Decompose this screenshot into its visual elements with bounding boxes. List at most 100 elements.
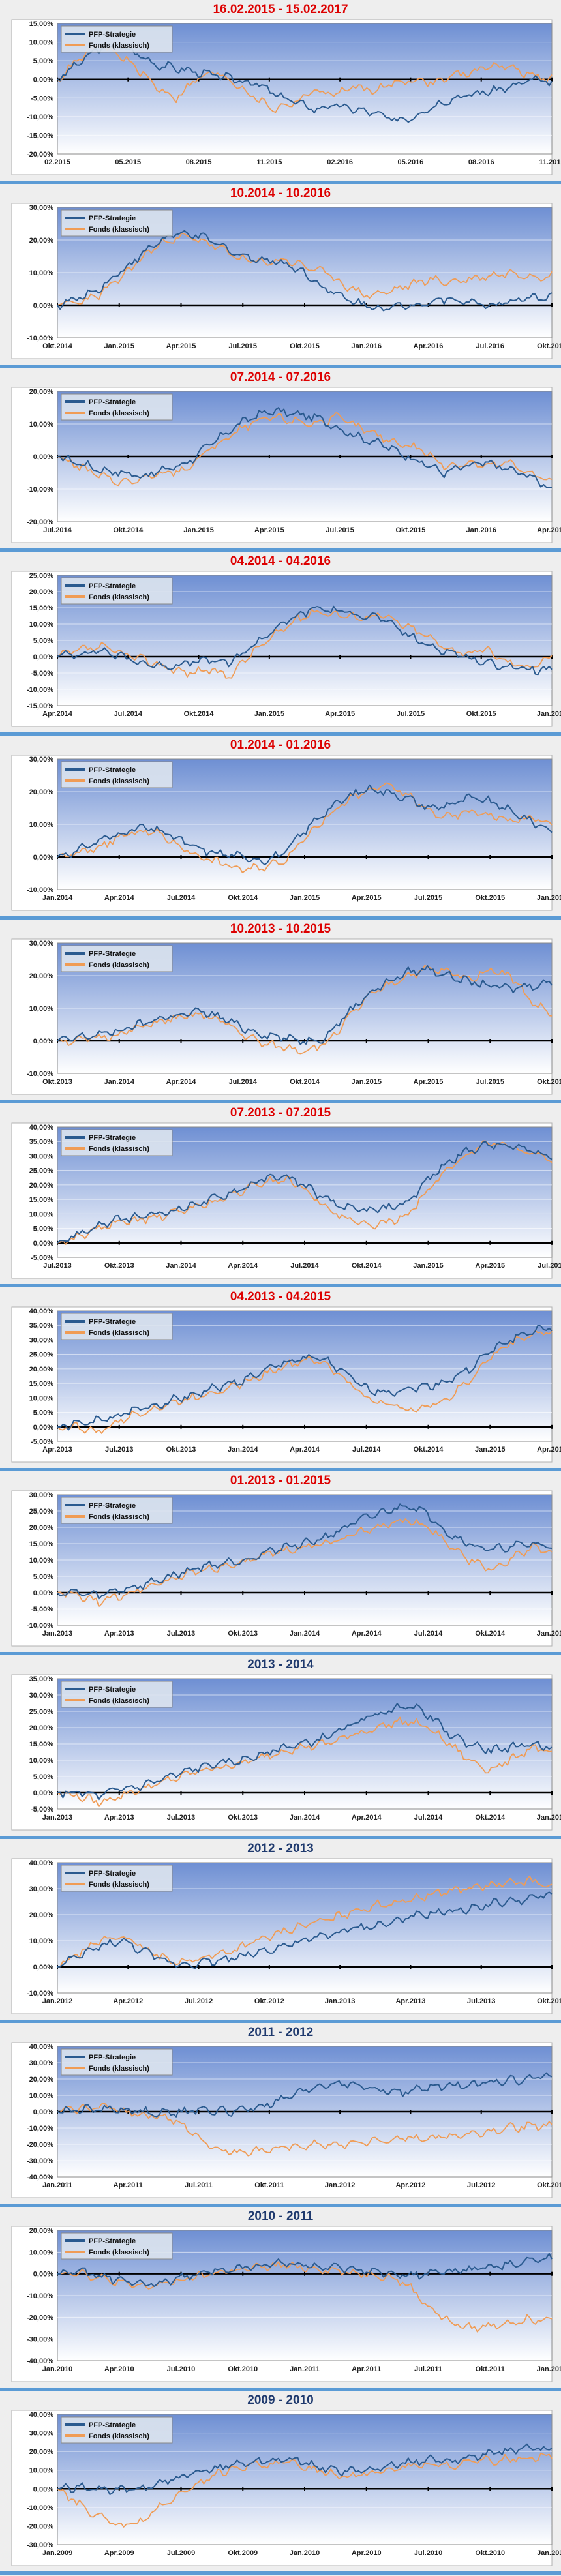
y-tick-label: -10,00% <box>27 113 53 121</box>
x-tick-label: Jul.2014 <box>352 1446 381 1454</box>
y-tick-label: 10,00% <box>29 269 54 277</box>
series-line-pfp <box>57 1503 553 1600</box>
legend-entry: PFP-Strategie <box>89 398 136 406</box>
chart-title: 16.02.2015 - 15.02.2017 <box>213 3 348 16</box>
chart-panel: 10.2014 - 10.2016 30,00% 20,00% 10,00% 0,00%… <box>0 184 561 368</box>
x-tick-label: Jul.2011 <box>185 2181 213 2189</box>
y-tick-label: 30,00% <box>29 756 54 764</box>
y-tick-label: 30,00% <box>29 1152 54 1160</box>
y-tick-label: 15,00% <box>29 1196 54 1204</box>
x-tick-label: Jan.2012 <box>537 2365 561 2373</box>
chart-title: 2009 - 2010 <box>247 2393 314 2407</box>
chart-panel: 04.2013 - 04.2015 40,00% 35,00% 30,00% 25,00… <box>0 1287 561 1471</box>
x-tick-label: Apr.2015 <box>325 710 355 718</box>
panel-separator <box>0 916 561 920</box>
y-tick-label: 20,00% <box>29 237 54 245</box>
chart-title: 2012 - 2013 <box>247 1842 314 1855</box>
x-tick-label: Apr.2013 <box>104 1814 134 1821</box>
x-tick-label: Jan.2015 <box>290 894 320 902</box>
y-tick-label: 40,00% <box>29 1859 54 1867</box>
x-tick-label: Jan.2015 <box>183 526 213 534</box>
x-tick-label: Jul.2015 <box>538 1262 561 1270</box>
chart-title: 2013 - 2014 <box>247 1658 314 1671</box>
legend-entry: Fonds (klassisch) <box>89 2065 149 2073</box>
y-tick-label: 5,00% <box>33 1573 53 1581</box>
y-tick-label: -40,00% <box>27 2174 53 2181</box>
series-line-fonds <box>57 965 553 1055</box>
y-tick-label: -20,00% <box>27 2141 53 2149</box>
y-tick-label: 5,00% <box>33 637 53 645</box>
x-tick-label: Okt.2015 <box>395 526 425 534</box>
panel-separator <box>0 2204 561 2207</box>
chart-panel: 01.2013 - 01.2015 30,00% 25,00% 20,00% 15,00… <box>0 1471 561 1655</box>
y-tick-label: 40,00% <box>29 1308 54 1315</box>
y-tick-label: 10,00% <box>29 2092 54 2100</box>
chart-svg: 20,00% 10,00% 0,00% -10,00% -20,00% -30,00% -4… <box>11 2226 561 2382</box>
x-tick-label: Jul.2016 <box>476 342 504 350</box>
legend: PFP-Strategie Fonds (klassisch) <box>61 1865 173 1892</box>
y-tick-label: -10,00% <box>27 886 53 894</box>
x-tick-label: Apr.2015 <box>254 526 284 534</box>
chart-title: 04.2014 - 04.2016 <box>230 554 331 568</box>
x-tick-label: Apr.2014 <box>352 1814 382 1821</box>
legend-entry: PFP-Strategie <box>89 1134 136 1142</box>
legend-entry: Fonds (klassisch) <box>89 1697 149 1705</box>
chart-svg: 40,00% 30,00% 20,00% 10,00% 0,00% -10,00% -20,… <box>11 2042 561 2198</box>
x-tick-label: Jan.2014 <box>290 1814 320 1821</box>
legend-box <box>61 1313 173 1340</box>
legend-box <box>61 761 173 788</box>
y-tick-label: 0,00% <box>33 2485 53 2493</box>
chart-svg: 30,00% 20,00% 10,00% 0,00% -10,00%Okt.2013 Ja… <box>11 938 561 1095</box>
x-tick-label: Jan.2014 <box>166 1262 196 1270</box>
x-tick-label: Jul.2013 <box>167 1814 195 1821</box>
y-tick-label: 35,00% <box>29 1322 54 1330</box>
legend: PFP-Strategie Fonds (klassisch) <box>61 25 173 53</box>
legend: PFP-Strategie Fonds (klassisch) <box>61 577 173 605</box>
panel-separator <box>0 1836 561 1839</box>
x-tick-label: Apr.2010 <box>104 2365 134 2373</box>
y-tick-label: 10,00% <box>29 821 54 829</box>
series-line-fonds <box>57 1330 553 1434</box>
chart-panel: 2009 - 2010 40,00% 30,00% 20,00% 10,00% 0,00%… <box>0 2391 561 2575</box>
y-tick-label: 30,00% <box>29 204 54 212</box>
panel-separator <box>0 2020 561 2023</box>
x-tick-label: Jul.2014 <box>167 894 196 902</box>
y-tick-label: -10,00% <box>27 486 53 494</box>
y-tick-label: 20,00% <box>29 1366 54 1373</box>
x-tick-label: Apr.2015 <box>537 1446 561 1454</box>
y-tick-label: 0,00% <box>33 1589 53 1597</box>
x-tick-label: Jan.2010 <box>42 2365 72 2373</box>
chart-panel: 07.2013 - 07.2015 40,00% 35,00% 30,00% 25,00… <box>0 1103 561 1287</box>
series-line-fonds <box>57 232 553 306</box>
x-tick-label: Jul.2013 <box>43 1262 71 1270</box>
series-line-fonds <box>57 2103 553 2157</box>
x-tick-label: Okt.2013 <box>42 1078 72 1086</box>
x-tick-label: 02.2016 <box>327 158 353 166</box>
y-tick-label: 5,00% <box>33 1773 53 1781</box>
chart-panel: 07.2014 - 07.2016 20,00% 10,00% 0,00% -10,00… <box>0 368 561 552</box>
x-tick-label: Okt.2014 <box>414 1446 444 1454</box>
y-tick-label: 0,00% <box>33 653 53 661</box>
series-line-fonds <box>57 608 553 679</box>
series-line-pfp <box>57 965 553 1045</box>
series-line-fonds <box>57 1875 553 1968</box>
series-line-pfp <box>57 44 553 123</box>
y-tick-label: 25,00% <box>29 1708 54 1716</box>
y-tick-label: -10,00% <box>27 335 53 342</box>
chart-title: 10.2014 - 10.2016 <box>230 187 331 200</box>
series-line-pfp <box>57 2443 553 2496</box>
series-line-fonds <box>57 44 553 113</box>
series-line-fonds <box>57 782 553 873</box>
legend-entry: PFP-Strategie <box>89 2054 136 2061</box>
x-tick-label: Jul.2013 <box>105 1446 133 1454</box>
chart-svg: 20,00% 10,00% 0,00% -10,00% -20,00%Jul.2014 O… <box>11 387 561 543</box>
x-tick-label: Okt.2010 <box>228 2365 258 2373</box>
y-tick-label: 20,00% <box>29 1911 54 1919</box>
x-tick-label: Apr.2016 <box>537 526 561 534</box>
series-line-fonds <box>57 412 553 487</box>
chart-svg: 30,00% 20,00% 10,00% 0,00% -10,00%Jan.2014 Ap… <box>11 755 561 911</box>
x-tick-label: Okt.2009 <box>228 2549 258 2557</box>
legend-entry: PFP-Strategie <box>89 2238 136 2245</box>
y-tick-label: -10,00% <box>27 1622 53 1630</box>
